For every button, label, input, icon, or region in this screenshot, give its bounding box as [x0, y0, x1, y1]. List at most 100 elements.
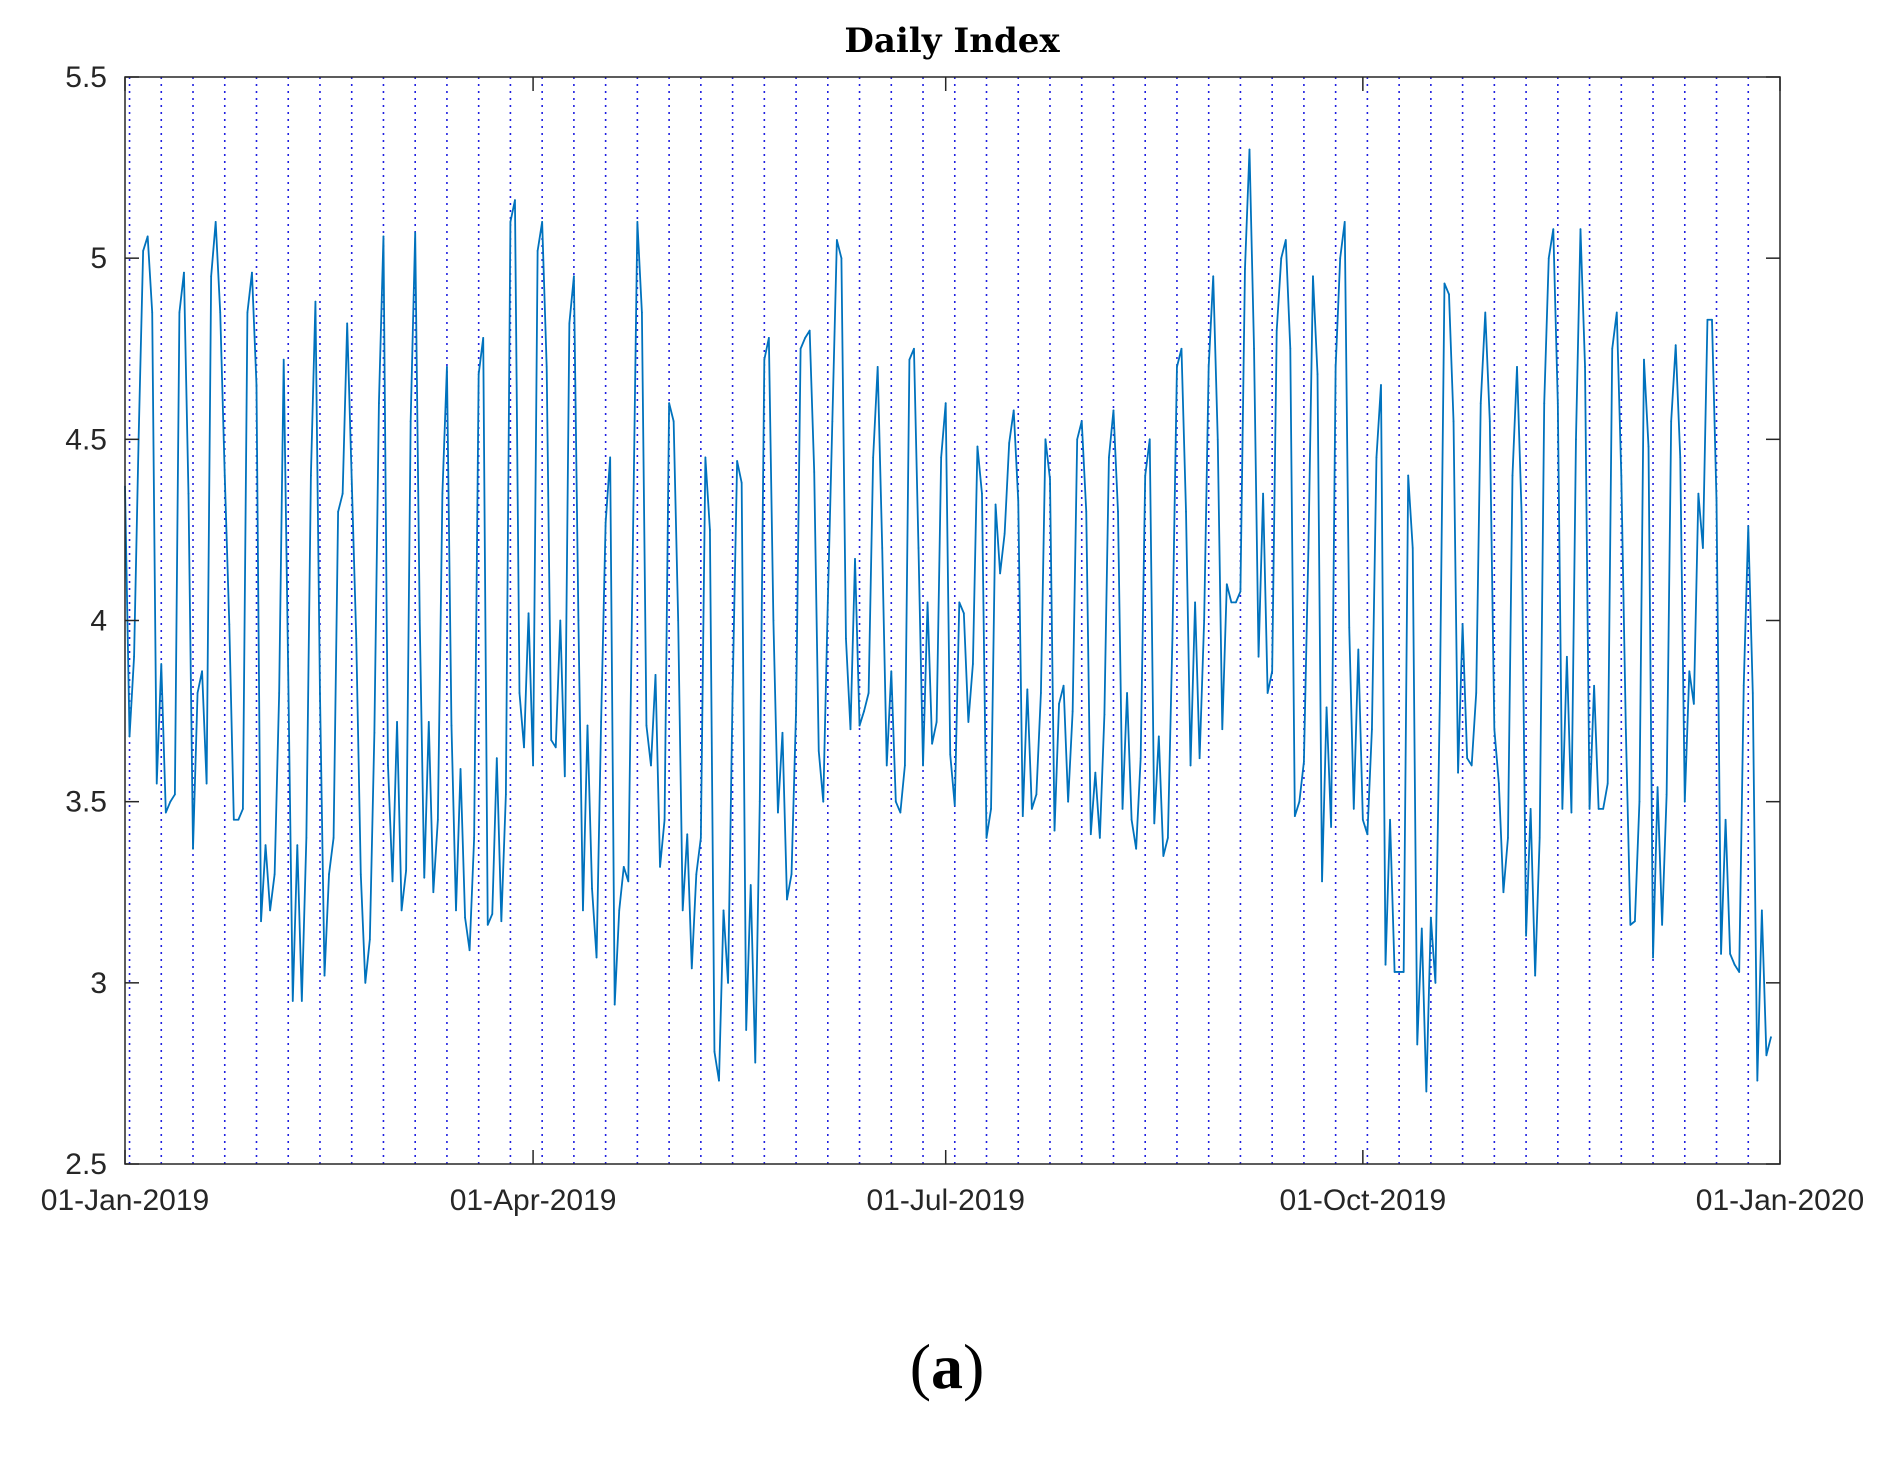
data-point: [699, 837, 702, 839]
data-point: [976, 445, 979, 448]
data-point: [613, 1003, 616, 1006]
data-point: [627, 880, 630, 883]
data-point: [1257, 655, 1260, 658]
data-point: [1375, 456, 1378, 459]
data-point: [527, 612, 530, 615]
data-point: [1711, 318, 1713, 321]
data-point: [926, 601, 929, 604]
data-point: [867, 692, 870, 694]
data-point: [1724, 818, 1727, 821]
data-point: [854, 558, 856, 560]
data-point: [192, 847, 194, 850]
data-point: [1194, 601, 1196, 604]
data-point: [1089, 833, 1092, 836]
data-point: [1461, 623, 1464, 626]
data-point: [446, 365, 448, 368]
data-point: [1692, 702, 1695, 705]
data-point: [1026, 688, 1029, 691]
data-point: [282, 358, 285, 361]
data-point: [1606, 782, 1609, 785]
data-point: [1180, 347, 1183, 350]
data-point: [659, 865, 661, 868]
data-point: [314, 300, 317, 303]
data-point: [1040, 692, 1042, 694]
data-point: [1371, 728, 1373, 731]
data-point: [418, 619, 421, 622]
data-point: [491, 913, 494, 915]
data-point: [1475, 692, 1478, 694]
data-point: [1588, 808, 1591, 810]
data-point: [677, 619, 680, 622]
data-point: [1062, 684, 1065, 687]
data-point: [173, 793, 176, 796]
data-point: [1266, 692, 1269, 694]
data-point: [1529, 808, 1532, 810]
data-point: [455, 909, 457, 912]
data-point: [1402, 971, 1405, 973]
data-point: [1044, 438, 1047, 441]
data-point: [808, 329, 811, 332]
data-point: [1012, 409, 1015, 412]
data-point: [1720, 952, 1722, 955]
data-point: [1248, 148, 1251, 151]
data-point: [813, 471, 816, 473]
data-point: [1443, 282, 1446, 285]
data-point: [1121, 808, 1124, 810]
data-point: [849, 728, 852, 731]
data-point: [1030, 808, 1033, 810]
data-point: [1166, 837, 1169, 839]
data-point: [890, 670, 893, 673]
data-point: [1643, 358, 1645, 361]
data-point: [1715, 500, 1718, 502]
data-point: [1239, 590, 1242, 593]
data-point: [196, 692, 199, 694]
data-point: [1570, 811, 1573, 814]
data-point: [704, 456, 707, 459]
data-point: [1080, 420, 1083, 423]
data-point: [681, 909, 684, 912]
data-point: [962, 612, 965, 615]
y-tick-label: 5: [90, 242, 107, 275]
data-point: [1343, 221, 1346, 223]
data-point: [1674, 344, 1677, 347]
data-point: [763, 358, 766, 361]
data-point: [151, 311, 154, 314]
data-point: [1561, 808, 1564, 810]
data-point: [1303, 760, 1305, 763]
data-point: [663, 818, 666, 821]
data-point: [436, 818, 439, 821]
data-point: [337, 510, 340, 513]
data-point: [1511, 474, 1514, 477]
data-point: [758, 800, 761, 803]
data-point: [441, 492, 444, 495]
data-point: [1579, 228, 1582, 231]
y-tick-label: 3.5: [65, 786, 107, 819]
data-point: [1058, 702, 1060, 705]
data-point: [264, 844, 267, 847]
data-point: [1425, 1090, 1428, 1093]
data-point: [1584, 365, 1586, 368]
data-point: [563, 775, 566, 778]
data-point: [514, 199, 516, 202]
data-point: [450, 724, 453, 727]
data-point: [1307, 547, 1310, 549]
data-point: [1702, 547, 1704, 549]
data-point: [300, 1000, 303, 1002]
data-point: [237, 818, 240, 821]
data-point: [822, 800, 825, 803]
data-point: [1094, 771, 1097, 774]
data-point: [1071, 710, 1074, 712]
data-point: [1502, 891, 1505, 894]
data-point: [128, 735, 131, 738]
data-point: [858, 724, 861, 727]
data-point: [251, 271, 253, 274]
data-point: [133, 655, 135, 658]
data-point: [690, 967, 693, 970]
data-point: [1479, 402, 1482, 404]
data-point: [1439, 692, 1441, 694]
data-point: [931, 742, 933, 745]
data-point: [863, 710, 865, 712]
data-point: [1706, 318, 1709, 321]
data-point: [1221, 728, 1224, 731]
data-point: [260, 920, 262, 923]
